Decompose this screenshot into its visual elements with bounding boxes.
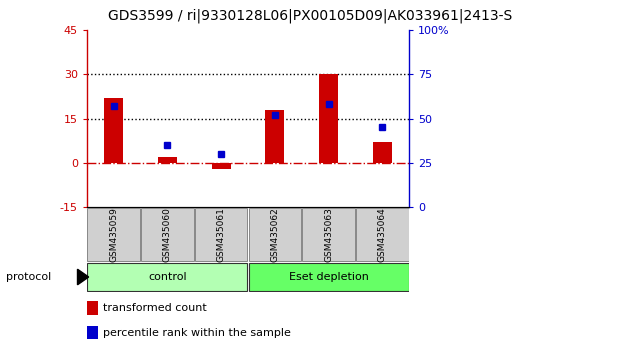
Text: transformed count: transformed count bbox=[103, 303, 206, 313]
Bar bbox=[319, 74, 338, 163]
Text: GSM435064: GSM435064 bbox=[378, 207, 387, 262]
Text: Eset depletion: Eset depletion bbox=[289, 272, 368, 282]
Text: GSM435063: GSM435063 bbox=[324, 207, 333, 262]
Text: GSM435059: GSM435059 bbox=[109, 207, 118, 262]
FancyBboxPatch shape bbox=[87, 263, 247, 291]
FancyBboxPatch shape bbox=[249, 208, 301, 261]
Text: GSM435060: GSM435060 bbox=[163, 207, 172, 262]
Bar bbox=[104, 98, 123, 163]
Polygon shape bbox=[78, 269, 89, 285]
FancyBboxPatch shape bbox=[356, 208, 409, 261]
Text: protocol: protocol bbox=[6, 272, 51, 282]
Bar bbox=[373, 142, 392, 163]
Bar bbox=[158, 157, 177, 163]
FancyBboxPatch shape bbox=[249, 263, 409, 291]
Bar bbox=[265, 110, 285, 163]
Bar bbox=[87, 301, 98, 315]
Text: GSM435062: GSM435062 bbox=[270, 207, 280, 262]
FancyBboxPatch shape bbox=[195, 208, 247, 261]
Text: control: control bbox=[148, 272, 187, 282]
Bar bbox=[212, 163, 231, 169]
Text: percentile rank within the sample: percentile rank within the sample bbox=[103, 328, 291, 338]
Bar bbox=[87, 326, 98, 339]
FancyBboxPatch shape bbox=[303, 208, 355, 261]
FancyBboxPatch shape bbox=[87, 208, 140, 261]
Text: GDS3599 / ri|9330128L06|PX00105D09|AK033961|2413-S: GDS3599 / ri|9330128L06|PX00105D09|AK033… bbox=[108, 9, 512, 23]
Text: GSM435061: GSM435061 bbox=[216, 207, 226, 262]
FancyBboxPatch shape bbox=[141, 208, 193, 261]
